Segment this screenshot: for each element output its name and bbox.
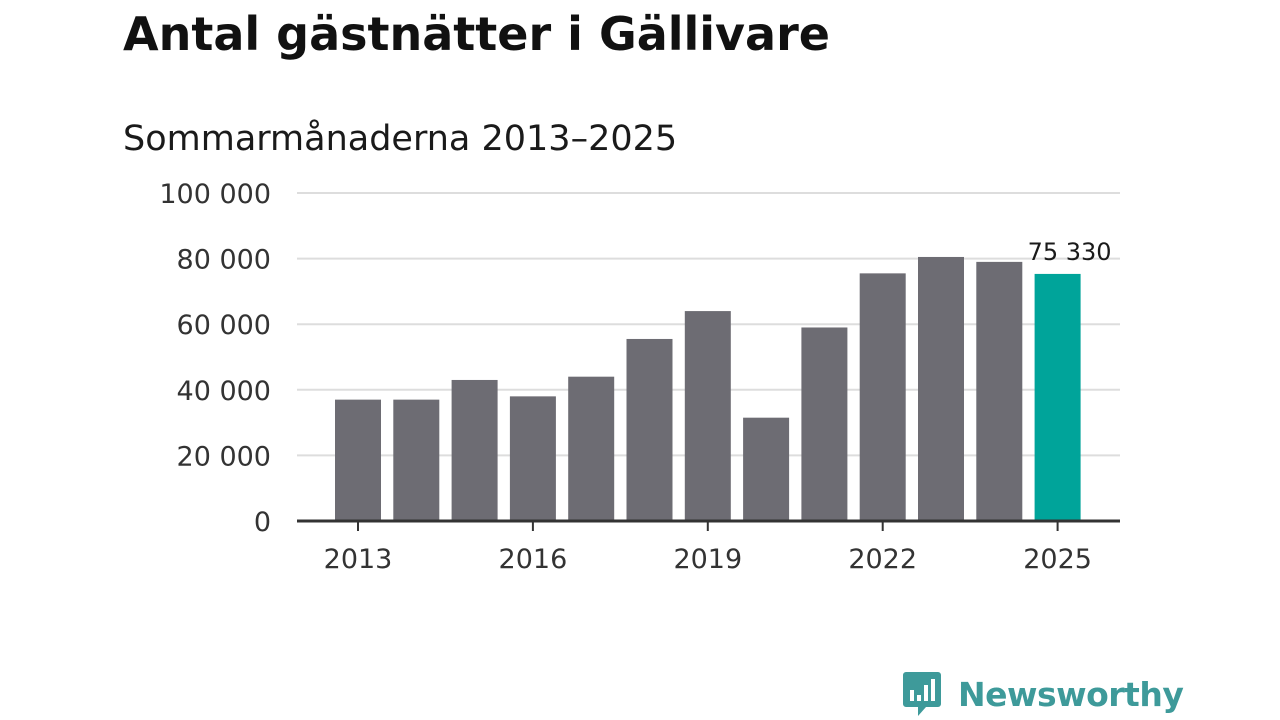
bar-2015 xyxy=(451,379,498,521)
x-tick-label: 2022 xyxy=(848,544,917,575)
brand-name: Newsworthy xyxy=(958,674,1184,714)
x-axis: 2013 2016 2019 2022 2025 xyxy=(297,519,1120,575)
bar-2019 xyxy=(684,311,731,521)
x-tick-label: 2016 xyxy=(499,544,568,575)
x-tick-label: 2025 xyxy=(1023,544,1092,575)
bar-2017 xyxy=(568,376,615,521)
data-label-2025: 75 330 xyxy=(1028,238,1112,266)
bar-2022 xyxy=(859,273,906,521)
chart-title: Antal gästnätter i Gällivare xyxy=(123,7,830,61)
y-tick-label: 80 000 xyxy=(177,245,271,276)
bar-2024 xyxy=(976,261,1023,521)
bar-2021 xyxy=(801,327,848,521)
bars xyxy=(335,256,1081,521)
bar-2025 xyxy=(1034,273,1081,521)
bar-2013 xyxy=(335,399,381,521)
y-tick-label: 60 000 xyxy=(177,310,271,341)
x-tick-label: 2013 xyxy=(324,544,393,575)
y-tick-label: 20 000 xyxy=(177,441,271,472)
brand-logo: Newsworthy xyxy=(902,670,1184,718)
bar-2018 xyxy=(626,338,673,521)
y-axis-ticks: 0 20 000 40 000 60 000 80 000 100 000 xyxy=(159,179,271,538)
bar-2014 xyxy=(393,399,440,521)
y-tick-label: 40 000 xyxy=(177,376,271,407)
y-tick-label: 100 000 xyxy=(159,179,271,210)
chart-subtitle: Sommarmånaderna 2013–2025 xyxy=(123,119,678,159)
bar-2020 xyxy=(743,417,790,521)
data-labels: 75 330 xyxy=(1028,238,1112,266)
bar-2016 xyxy=(509,396,556,521)
bar-chart-speech-bubble-icon xyxy=(903,672,941,716)
bar-2023 xyxy=(918,256,964,521)
x-tick-label: 2019 xyxy=(673,544,742,575)
y-tick-label: 0 xyxy=(254,507,271,538)
